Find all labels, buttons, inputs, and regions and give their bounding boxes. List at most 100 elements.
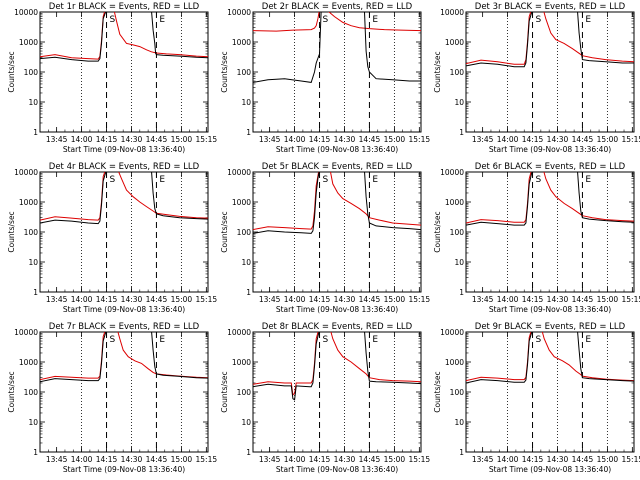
x-tick-label: 14:00 [284, 295, 306, 304]
lld-series-line [40, 12, 106, 60]
x-tick-label: 15:00 [597, 135, 619, 144]
x-tick-label: 14:15 [522, 295, 544, 304]
flag-label-e: E [159, 335, 165, 345]
panel-det-5r: Det 5r BLACK = Events, RED = LLD 1 10 100 10… [220, 162, 430, 314]
x-tick-label: 14:45 [359, 135, 381, 144]
x-tick-label: 14:45 [572, 455, 594, 464]
lld-series-line [253, 12, 320, 32]
flag-label-s: S [323, 175, 329, 185]
y-tick-label: 10 [241, 98, 251, 107]
y-tick-label: 100 [24, 388, 39, 397]
lld-series-line-decay [543, 172, 634, 222]
y-tick-label: 10000 [440, 8, 464, 17]
lld-series-line [466, 332, 532, 382]
y-axis-label: Counts/sec [220, 51, 229, 92]
x-tick-label: 13:45 [472, 455, 494, 464]
x-tick-label: 15:15 [622, 455, 640, 464]
flag-label-s: S [110, 335, 116, 345]
y-axis-label: Counts/sec [220, 211, 229, 252]
x-axis-label: Start Time (09-Nov-08 13:36:40) [276, 145, 398, 154]
x-axis-label: Start Time (09-Nov-08 13:36:40) [489, 305, 611, 314]
x-tick-label: 14:45 [572, 295, 594, 304]
x-tick-label: 15:15 [409, 295, 431, 304]
x-tick-label: 15:00 [384, 135, 406, 144]
x-tick-label: 14:00 [284, 135, 306, 144]
x-tick-label: 14:45 [146, 135, 168, 144]
events-series-line [466, 332, 533, 384]
y-tick-label: 10 [241, 418, 251, 427]
y-tick-label: 1 [246, 128, 251, 137]
panel-det-6r: Det 6r BLACK = Events, RED = LLD 1 10 100 10… [433, 162, 640, 314]
y-tick-label: 10000 [440, 168, 464, 177]
events-series-line [253, 332, 320, 401]
x-axis-label: Start Time (09-Nov-08 13:36:40) [276, 305, 398, 314]
events-series-line-decay [364, 332, 421, 385]
x-tick-label: 14:30 [547, 455, 569, 464]
x-tick-label: 14:45 [359, 455, 381, 464]
y-tick-label: 1 [246, 448, 251, 457]
flag-label-s: S [536, 15, 542, 25]
y-tick-label: 100 [237, 68, 252, 77]
x-tick-label: 15:00 [597, 455, 619, 464]
series-layer [253, 172, 421, 234]
series-layer [40, 332, 208, 383]
x-tick-label: 15:15 [409, 135, 431, 144]
x-tick-label: 14:00 [71, 135, 93, 144]
x-axis-label: Start Time (09-Nov-08 13:36:40) [489, 465, 611, 474]
y-tick-label: 10000 [227, 8, 251, 17]
events-series-line [466, 172, 533, 226]
y-tick-label: 1000 [232, 38, 251, 47]
y-axis-label: Counts/sec [7, 211, 16, 252]
x-tick-label: 13:45 [472, 135, 494, 144]
y-tick-label: 10000 [440, 328, 464, 337]
lld-series-line [253, 172, 320, 231]
y-tick-label: 1000 [445, 358, 464, 367]
x-tick-label: 15:15 [409, 455, 431, 464]
x-tick-label: 14:15 [96, 455, 118, 464]
y-axis-label: Counts/sec [433, 371, 442, 412]
flag-label-e: E [372, 175, 378, 185]
x-tick-label: 13:45 [259, 455, 281, 464]
x-tick-label: 14:30 [334, 135, 356, 144]
y-tick-label: 100 [237, 388, 252, 397]
x-tick-label: 14:15 [96, 135, 118, 144]
panel-det-3r: Det 3r BLACK = Events, RED = LLD 1 10 100 10… [433, 2, 640, 154]
panel-title: Det 6r BLACK = Events, RED = LLD [475, 162, 626, 172]
events-series-line [253, 172, 320, 234]
x-tick-label: 14:15 [96, 295, 118, 304]
x-tick-label: 13:45 [472, 295, 494, 304]
panel-det-2r: Det 2r BLACK = Events, RED = LLD 1 10 100 10… [220, 2, 430, 154]
lld-series-line-decay [543, 12, 634, 63]
plot-frame [39, 11, 209, 133]
y-tick-label: 1 [459, 288, 464, 297]
y-tick-label: 1000 [445, 198, 464, 207]
x-tick-label: 14:00 [284, 455, 306, 464]
x-axis-label: Start Time (09-Nov-08 13:36:40) [63, 145, 185, 154]
x-tick-label: 14:30 [121, 295, 143, 304]
events-series-line-decay [151, 332, 208, 379]
x-tick-label: 14:30 [121, 455, 143, 464]
panel-det-1r: Det 1r BLACK = Events, RED = LLD 1 10 100 10… [7, 2, 217, 154]
y-tick-label: 1000 [19, 198, 38, 207]
x-tick-label: 13:45 [259, 135, 281, 144]
panel-title: Det 2r BLACK = Events, RED = LLD [262, 2, 413, 12]
panel-title: Det 1r BLACK = Events, RED = LLD [49, 2, 200, 12]
series-layer [466, 172, 634, 226]
events-series-line [466, 12, 533, 68]
y-tick-label: 1 [459, 448, 464, 457]
x-tick-label: 15:15 [622, 295, 640, 304]
x-tick-label: 14:30 [547, 135, 569, 144]
flag-label-e: E [159, 175, 165, 185]
events-series-line [40, 172, 107, 225]
panel-title: Det 3r BLACK = Events, RED = LLD [475, 2, 626, 12]
lld-series-line [40, 332, 106, 381]
flag-label-e: E [585, 15, 591, 25]
x-tick-label: 14:00 [497, 455, 519, 464]
y-tick-label: 1000 [445, 38, 464, 47]
lld-series-line-decay [118, 172, 208, 219]
panel-title: Det 9r BLACK = Events, RED = LLD [475, 322, 626, 332]
plot-frame [39, 171, 209, 293]
flag-label-s: S [110, 175, 116, 185]
lld-series-line-decay [113, 12, 208, 58]
events-series-line-decay [364, 172, 421, 231]
